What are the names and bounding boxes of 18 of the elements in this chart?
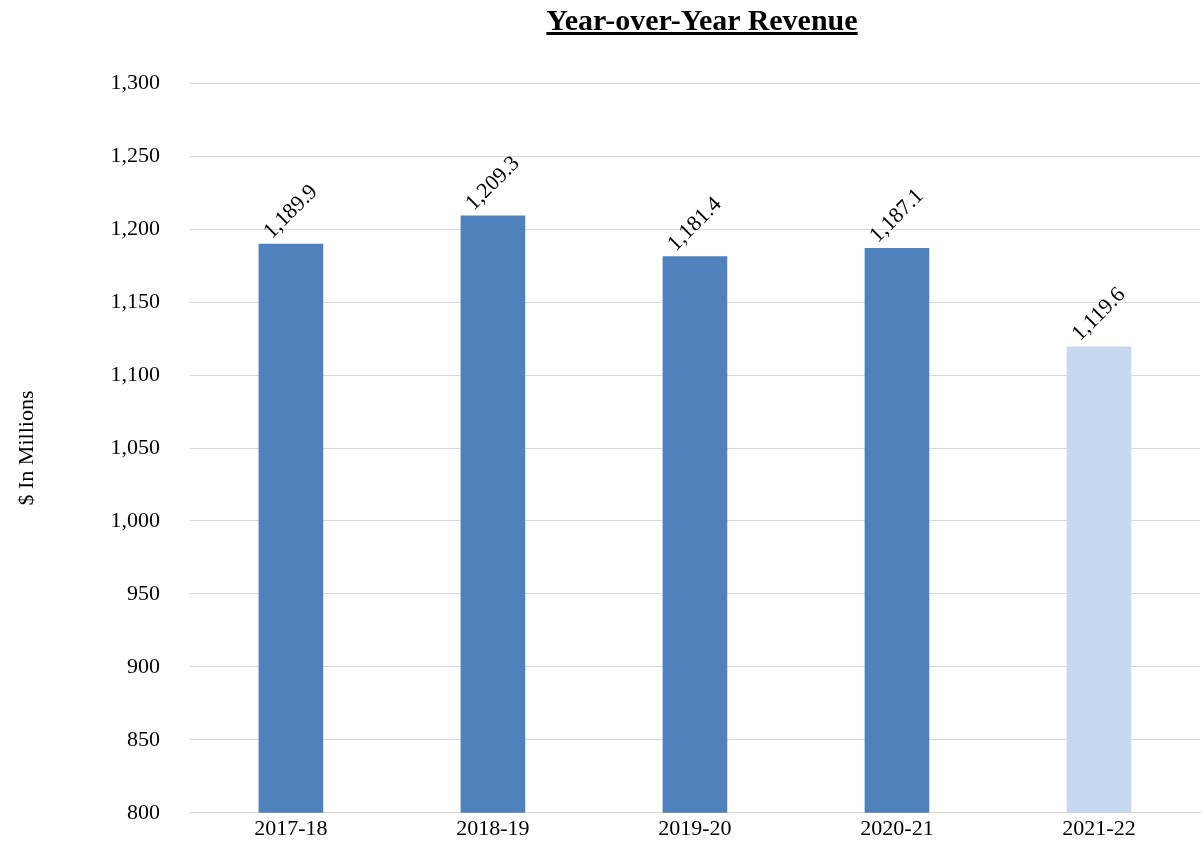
y-tick-label: 1,250 — [110, 141, 160, 167]
y-tick-label: 1,000 — [110, 506, 160, 532]
y-tick-label: 1,200 — [110, 214, 160, 240]
y-tick-label: 950 — [126, 579, 160, 605]
y-tick-label: 850 — [126, 725, 160, 751]
x-tick-label: 2018-19 — [456, 814, 530, 840]
x-tick-label: 2021-22 — [1062, 814, 1136, 840]
y-tick-label: 1,150 — [110, 287, 160, 313]
y-tick-label: 1,100 — [110, 360, 160, 386]
x-tick-label: 2017-18 — [254, 814, 328, 840]
x-tick-label: 2020-21 — [860, 814, 934, 840]
y-tick-label: 1,050 — [110, 433, 160, 459]
x-tick-label: 2019-20 — [658, 814, 732, 840]
y-axis-title: $ In Millions — [12, 390, 38, 506]
y-tick-label: 1,300 — [110, 68, 160, 94]
chart-title: Year-over-Year Revenue — [545, 2, 859, 38]
y-tick-label: 900 — [126, 652, 160, 678]
y-tick-label: 800 — [126, 798, 160, 824]
